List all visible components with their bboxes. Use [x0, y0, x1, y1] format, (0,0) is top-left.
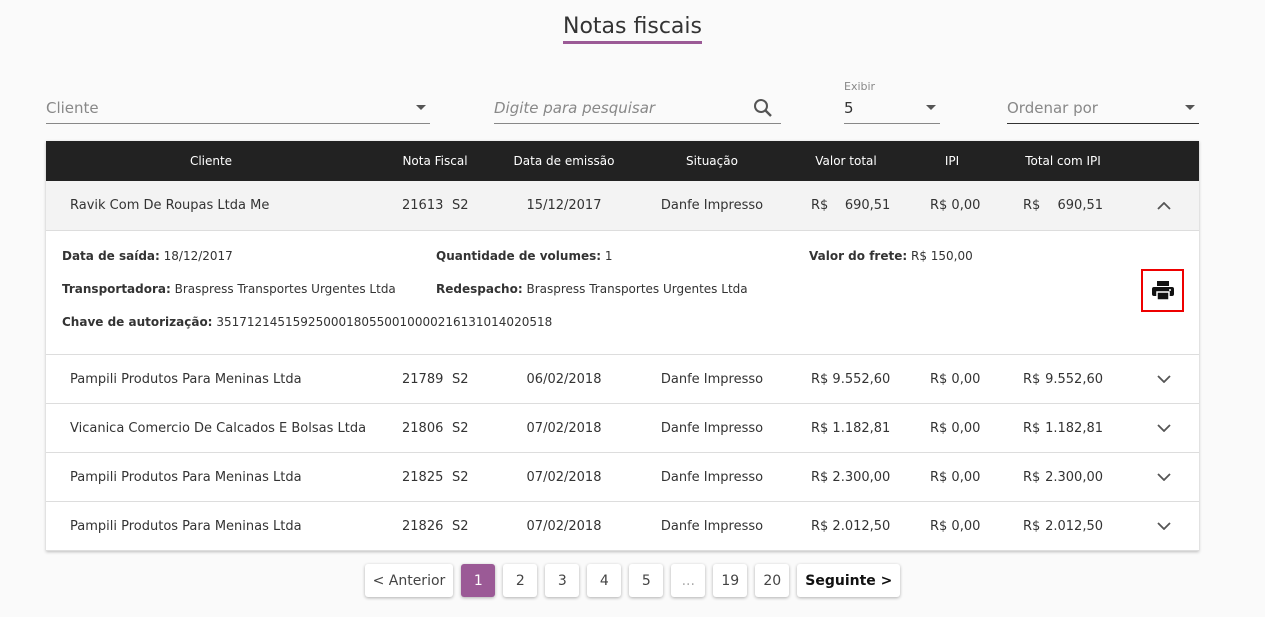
- ordenar-select[interactable]: Ordenar por: [1007, 92, 1199, 124]
- total-cell: 690,51: [1057, 198, 1104, 213]
- data-cell: 07/02/2018: [526, 518, 602, 534]
- page-ellipsis: ...: [671, 564, 706, 597]
- caret-down-icon: [416, 105, 426, 110]
- cliente-cell: Vicanica Comercio De Calcados E Bolsas L…: [70, 420, 367, 436]
- total-cell: 2.300,00: [1045, 469, 1103, 485]
- page-button[interactable]: 5: [629, 564, 664, 597]
- chevron-down-icon[interactable]: [1157, 424, 1171, 432]
- table-row[interactable]: Vicanica Comercio De Calcados E Bolsas L…: [46, 404, 1199, 453]
- data-cell: 07/02/2018: [526, 469, 602, 485]
- valor-frete: Valor do frete: R$ 150,00: [809, 249, 973, 263]
- data-saida: Data de saída: 18/12/2017: [62, 249, 233, 263]
- chevron-down-icon[interactable]: [1157, 375, 1171, 383]
- situacao-cell: Danfe Impresso: [660, 198, 764, 213]
- cliente-cell: Pampili Produtos Para Meninas Ltda: [70, 518, 302, 534]
- ipi-cell: R$ 0,00: [930, 469, 981, 485]
- col-cliente[interactable]: Cliente: [189, 154, 233, 168]
- redespacho: Redespacho: Braspress Transportes Urgent…: [436, 282, 748, 296]
- nota-cell: 21806: [402, 420, 444, 436]
- pagination: < Anterior 1 2 3 4 5... 19 20 Seguinte >: [0, 564, 1265, 597]
- col-ipi[interactable]: IPI: [944, 154, 960, 168]
- search-icon[interactable]: [753, 98, 773, 118]
- situacao-cell: Danfe Impresso: [660, 420, 764, 436]
- total-cell: 9.552,60: [1045, 371, 1103, 387]
- table-header: Cliente Nota Fiscal Data de emissão Situ…: [46, 141, 1199, 181]
- caret-down-icon: [1185, 105, 1195, 110]
- ipi-cell: R$ 0,00: [930, 518, 981, 534]
- nota-cell: 21825: [402, 469, 444, 485]
- total-currency: R$: [1023, 198, 1041, 213]
- serie-cell: S2: [452, 469, 469, 485]
- table-row[interactable]: Pampili Produtos Para Meninas Ltda 21825…: [46, 453, 1199, 502]
- search-input[interactable]: Digite para pesquisar: [494, 92, 781, 124]
- situacao-cell: Danfe Impresso: [660, 469, 764, 485]
- valor-cell: R$ 9.552,60: [811, 371, 891, 387]
- table-row[interactable]: Pampili Produtos Para Meninas Ltda 21826…: [46, 502, 1199, 551]
- total-cell: 2.012,50: [1045, 518, 1103, 534]
- situacao-cell: Danfe Impresso: [660, 371, 764, 387]
- valor-cell: R$ 2.012,50: [811, 518, 891, 534]
- cliente-cell: Ravik Com De Roupas Ltda Me: [70, 198, 270, 213]
- serie-cell: S2: [452, 518, 469, 534]
- page-title: Notas fiscais: [0, 14, 1265, 44]
- exibir-select[interactable]: 5: [844, 92, 940, 124]
- col-situacao[interactable]: Situação: [686, 154, 738, 168]
- cliente-select[interactable]: Cliente: [46, 92, 430, 124]
- ipi-cell: R$ 0,00: [930, 371, 981, 387]
- situacao-cell: Danfe Impresso: [660, 518, 764, 534]
- nota-cell: 21789: [402, 371, 444, 387]
- cliente-cell: Pampili Produtos Para Meninas Ltda: [70, 371, 302, 387]
- nota-cell: 21826: [402, 518, 444, 534]
- data-cell: 07/02/2018: [526, 420, 602, 436]
- valor-cell: R$ 2.300,00: [811, 469, 891, 485]
- table-row[interactable]: Pampili Produtos Para Meninas Ltda 21789…: [46, 355, 1199, 404]
- chave-autorizacao: Chave de autorização: 351712145159250001…: [62, 315, 553, 329]
- caret-down-icon: [926, 105, 936, 110]
- printer-icon: [1151, 280, 1174, 301]
- nota-cell: 21613: [402, 198, 444, 213]
- ipi-cell: R$ 0,00: [930, 198, 981, 213]
- col-valor[interactable]: Valor total: [815, 154, 877, 168]
- page-button[interactable]: 19: [713, 564, 748, 597]
- serie-cell: S2: [452, 371, 469, 387]
- ipi-cell: R$ 0,00: [930, 420, 981, 436]
- serie-cell: S2: [452, 198, 469, 213]
- data-cell: 06/02/2018: [526, 371, 602, 387]
- total-cell: 1.182,81: [1045, 420, 1103, 436]
- col-nota[interactable]: Nota Fiscal: [402, 154, 468, 168]
- total-currency: R$: [1023, 518, 1041, 534]
- valor-cell: R$ 1.182,81: [811, 420, 891, 436]
- exibir-label: Exibir: [844, 80, 876, 93]
- col-data[interactable]: Data de emissão: [513, 154, 615, 168]
- invoices-table: Cliente Nota Fiscal Data de emissão Situ…: [46, 141, 1199, 551]
- quantidade-volumes: Quantidade de volumes: 1: [436, 249, 613, 263]
- total-currency: R$: [1023, 371, 1041, 387]
- page-button[interactable]: 4: [587, 564, 622, 597]
- page-button[interactable]: 3: [545, 564, 580, 597]
- col-total[interactable]: Total com IPI: [1025, 154, 1101, 168]
- page-button[interactable]: 2: [503, 564, 538, 597]
- data-cell: 15/12/2017: [526, 198, 602, 213]
- total-currency: R$: [1023, 469, 1041, 485]
- table-row[interactable]: Ravik Com De Roupas Ltda Me 21613 S2 15/…: [46, 181, 1199, 231]
- chevron-up-icon[interactable]: [1157, 201, 1171, 210]
- cliente-cell: Pampili Produtos Para Meninas Ltda: [70, 469, 302, 485]
- chevron-down-icon[interactable]: [1157, 522, 1171, 530]
- page-button[interactable]: 1: [461, 564, 496, 597]
- chevron-down-icon[interactable]: [1157, 473, 1171, 481]
- serie-cell: S2: [452, 420, 469, 436]
- valor-cell: R$ 690,51: [811, 198, 891, 213]
- prev-page-button[interactable]: < Anterior: [364, 564, 454, 597]
- next-page-button[interactable]: Seguinte >: [797, 564, 901, 597]
- row-detail: Data de saída: 18/12/2017 Quantidade de …: [46, 231, 1199, 355]
- page-button[interactable]: 20: [755, 564, 790, 597]
- transportadora: Transportadora: Braspress Transportes Ur…: [62, 282, 396, 296]
- total-currency: R$: [1023, 420, 1041, 436]
- print-button[interactable]: [1141, 269, 1184, 312]
